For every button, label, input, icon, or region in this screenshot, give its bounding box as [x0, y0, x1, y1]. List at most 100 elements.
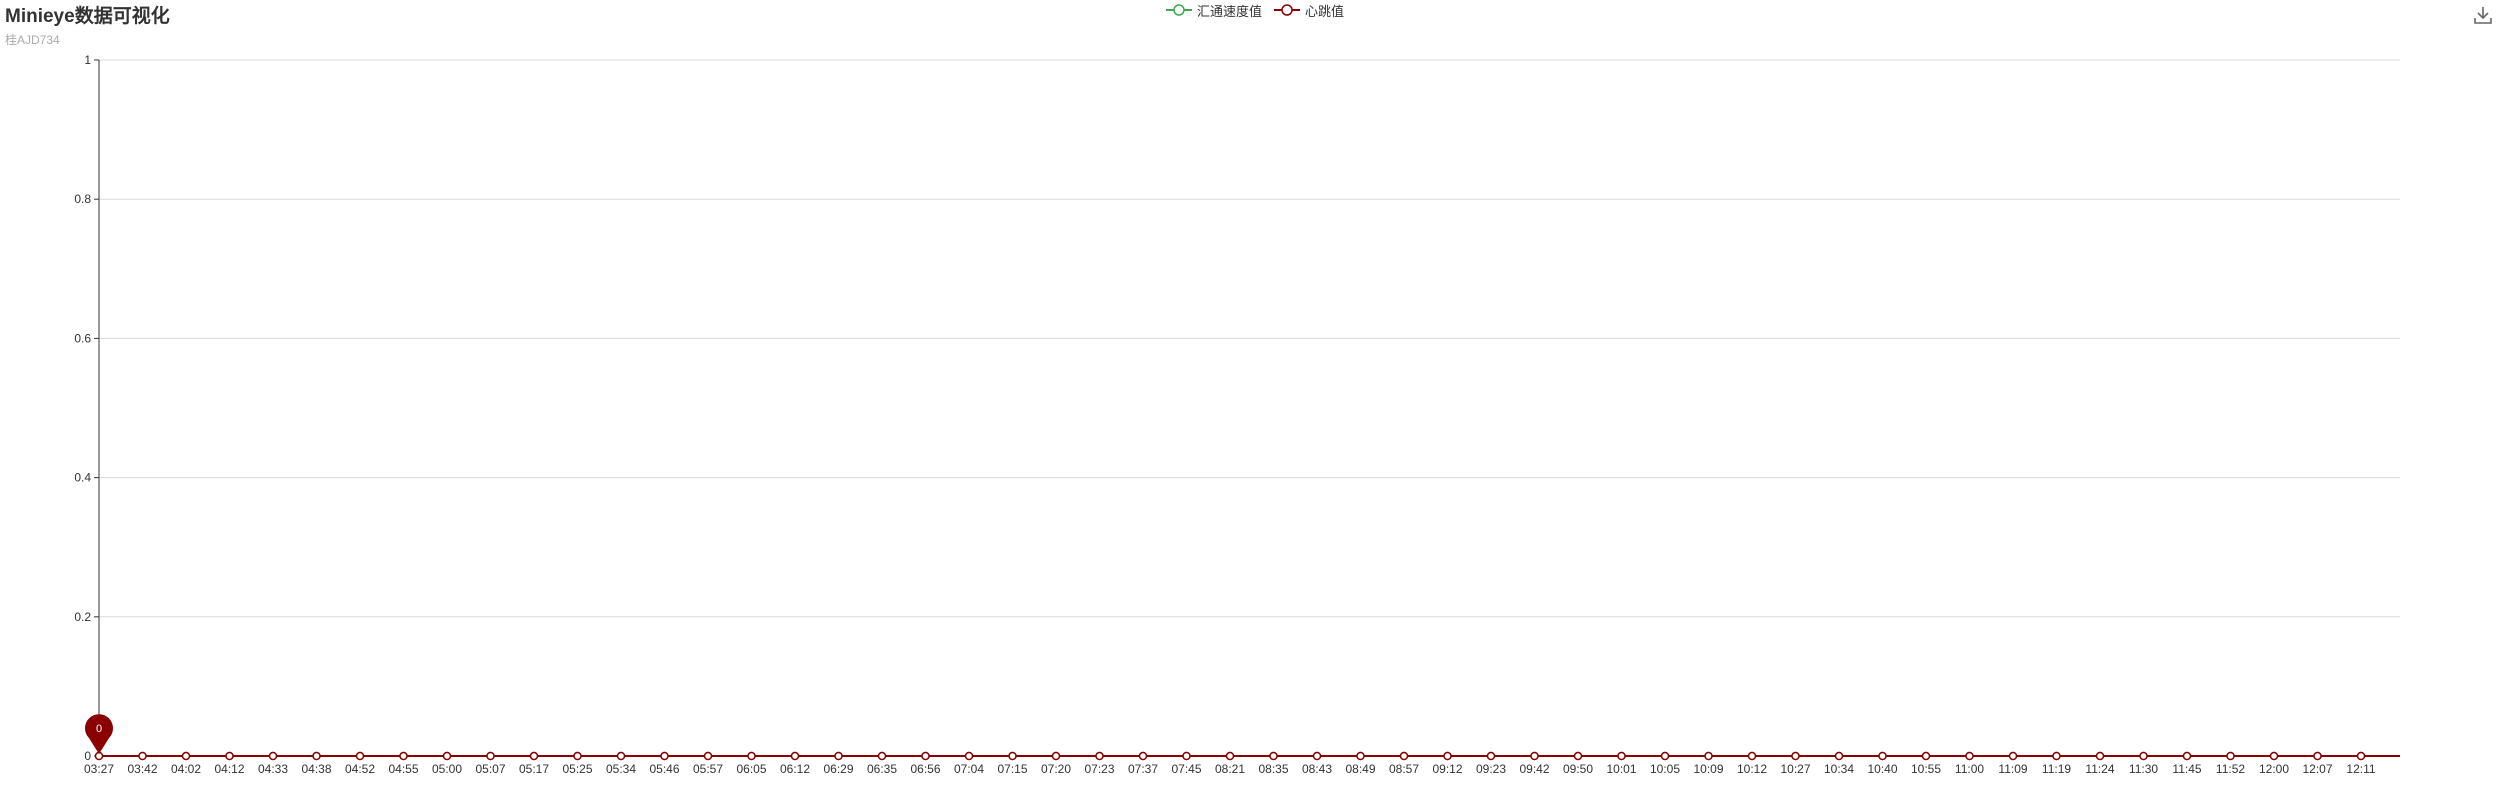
x-tick-label: 09:50 [1563, 762, 1593, 776]
x-tick-label: 05:25 [562, 762, 592, 776]
legend-item-heartbeat[interactable]: 心跳值 [1274, 1, 1344, 20]
x-tick-label: 09:23 [1476, 762, 1506, 776]
data-point [1573, 751, 1583, 761]
chart-subtitle: 桂AJD734 [5, 33, 60, 47]
x-tick-label: 11:30 [2129, 762, 2158, 776]
x-tick-label: 09:42 [1519, 762, 1549, 776]
x-tick-label: 07:15 [997, 762, 1027, 776]
legend-speed-icon [1166, 4, 1192, 16]
series [94, 751, 2400, 761]
data-point [616, 751, 626, 761]
data-point [1269, 751, 1278, 761]
x-tick-label: 12:11 [2346, 762, 2375, 776]
legend-heartbeat-icon [1274, 4, 1301, 16]
x-tick-label: 10:01 [1606, 762, 1636, 776]
data-point [1008, 751, 1017, 761]
x-tick-label: 12:07 [2302, 762, 2332, 776]
data-point [2356, 751, 2366, 761]
data-point [1704, 751, 1713, 761]
data-point [1051, 751, 1061, 761]
legend-heartbeat-label: 心跳值 [1305, 3, 1345, 19]
x-tick-label: 08:49 [1345, 762, 1375, 776]
x-tick-label: 04:33 [258, 762, 288, 776]
markpoint-pin [85, 714, 114, 754]
data-point [834, 751, 843, 761]
data-point [225, 751, 234, 761]
x-tick-label: 04:12 [214, 762, 244, 776]
x-tick-label: 11:24 [2085, 762, 2114, 776]
x-tick-label: 08:57 [1389, 762, 1419, 776]
data-point [442, 751, 452, 761]
markpoint: 0 [85, 714, 114, 754]
x-tick-label: 05:57 [693, 762, 723, 776]
data-point [1791, 751, 1800, 761]
data-point [529, 751, 539, 761]
data-point [1486, 751, 1496, 761]
markpoint-label: 0 [96, 723, 102, 735]
data-point [2139, 751, 2148, 761]
grid-lines [99, 59, 2400, 618]
y-tick-labels: 0 0.2 0.4 0.6 0.8 1 [74, 53, 91, 763]
x-tick-label: 12:00 [2259, 762, 2289, 776]
data-point [660, 751, 669, 761]
data-point [2269, 751, 2279, 761]
x-tick-label: 07:20 [1041, 762, 1071, 776]
x-tick-label: 11:19 [2042, 762, 2071, 776]
x-tick-label: 03:27 [84, 762, 114, 776]
y-tick-label: 0.8 [74, 192, 91, 206]
data-point [1095, 751, 1104, 761]
data-point [703, 751, 713, 761]
data-point [2226, 751, 2235, 761]
data-point [573, 751, 582, 761]
y-tick-label: 1 [84, 53, 91, 67]
data-point [312, 751, 321, 761]
data-point [921, 751, 930, 761]
x-tick-label: 11:45 [2172, 762, 2201, 776]
data-point [181, 751, 191, 761]
x-tick-label: 05:17 [519, 762, 549, 776]
x-tick-label: 06:29 [823, 762, 853, 776]
x-tick-label: 06:35 [867, 762, 897, 776]
x-tick-label: 07:04 [954, 762, 984, 776]
x-tick-label: 10:55 [1911, 762, 1941, 776]
x-tick-label: 04:52 [345, 762, 375, 776]
x-tick-label: 08:21 [1215, 762, 1245, 776]
data-point [747, 751, 756, 761]
data-point [355, 751, 365, 761]
data-point [486, 751, 495, 761]
y-tick-label: 0.6 [74, 331, 91, 345]
x-tick-labels: 03:27 03:42 04:02 04:12 04:33 04:38 04:52 04:55… [84, 762, 2376, 776]
x-tick-label: 11:00 [1955, 762, 1984, 776]
data-point [1747, 751, 1757, 761]
download-button[interactable] [2472, 4, 2494, 26]
x-tick-label: 10:27 [1780, 762, 1810, 776]
data-point [1878, 751, 1887, 761]
x-tick-label: 06:05 [736, 762, 766, 776]
data-point [1356, 751, 1365, 761]
x-tick-label: 05:46 [649, 762, 679, 776]
chart-title: Minieye数据可视化 [5, 6, 170, 27]
data-point [1617, 751, 1626, 761]
data-point [399, 751, 408, 761]
x-tick-label: 10:05 [1650, 762, 1680, 776]
x-tick-label: 07:23 [1084, 762, 1114, 776]
data-point [138, 751, 147, 761]
data-point [1965, 751, 1974, 761]
x-tick-label: 06:56 [910, 762, 940, 776]
x-tick-label: 04:55 [388, 762, 418, 776]
data-point [790, 751, 800, 761]
y-tick-label: 0 [84, 749, 91, 763]
x-tick-label: 11:52 [2216, 762, 2245, 776]
axes [94, 59, 2400, 760]
data-point [2313, 751, 2322, 761]
x-tick-label: 03:42 [127, 762, 157, 776]
x-tick-label: 11:09 [1998, 762, 2027, 776]
download-icon [2474, 7, 2492, 24]
x-tick-label: 07:37 [1128, 762, 1158, 776]
x-tick-label: 10:09 [1693, 762, 1723, 776]
legend-item-speed[interactable]: 汇通速度值 [1166, 1, 1262, 20]
data-point [964, 751, 974, 761]
data-point [1834, 751, 1844, 761]
data-point [1530, 751, 1539, 761]
